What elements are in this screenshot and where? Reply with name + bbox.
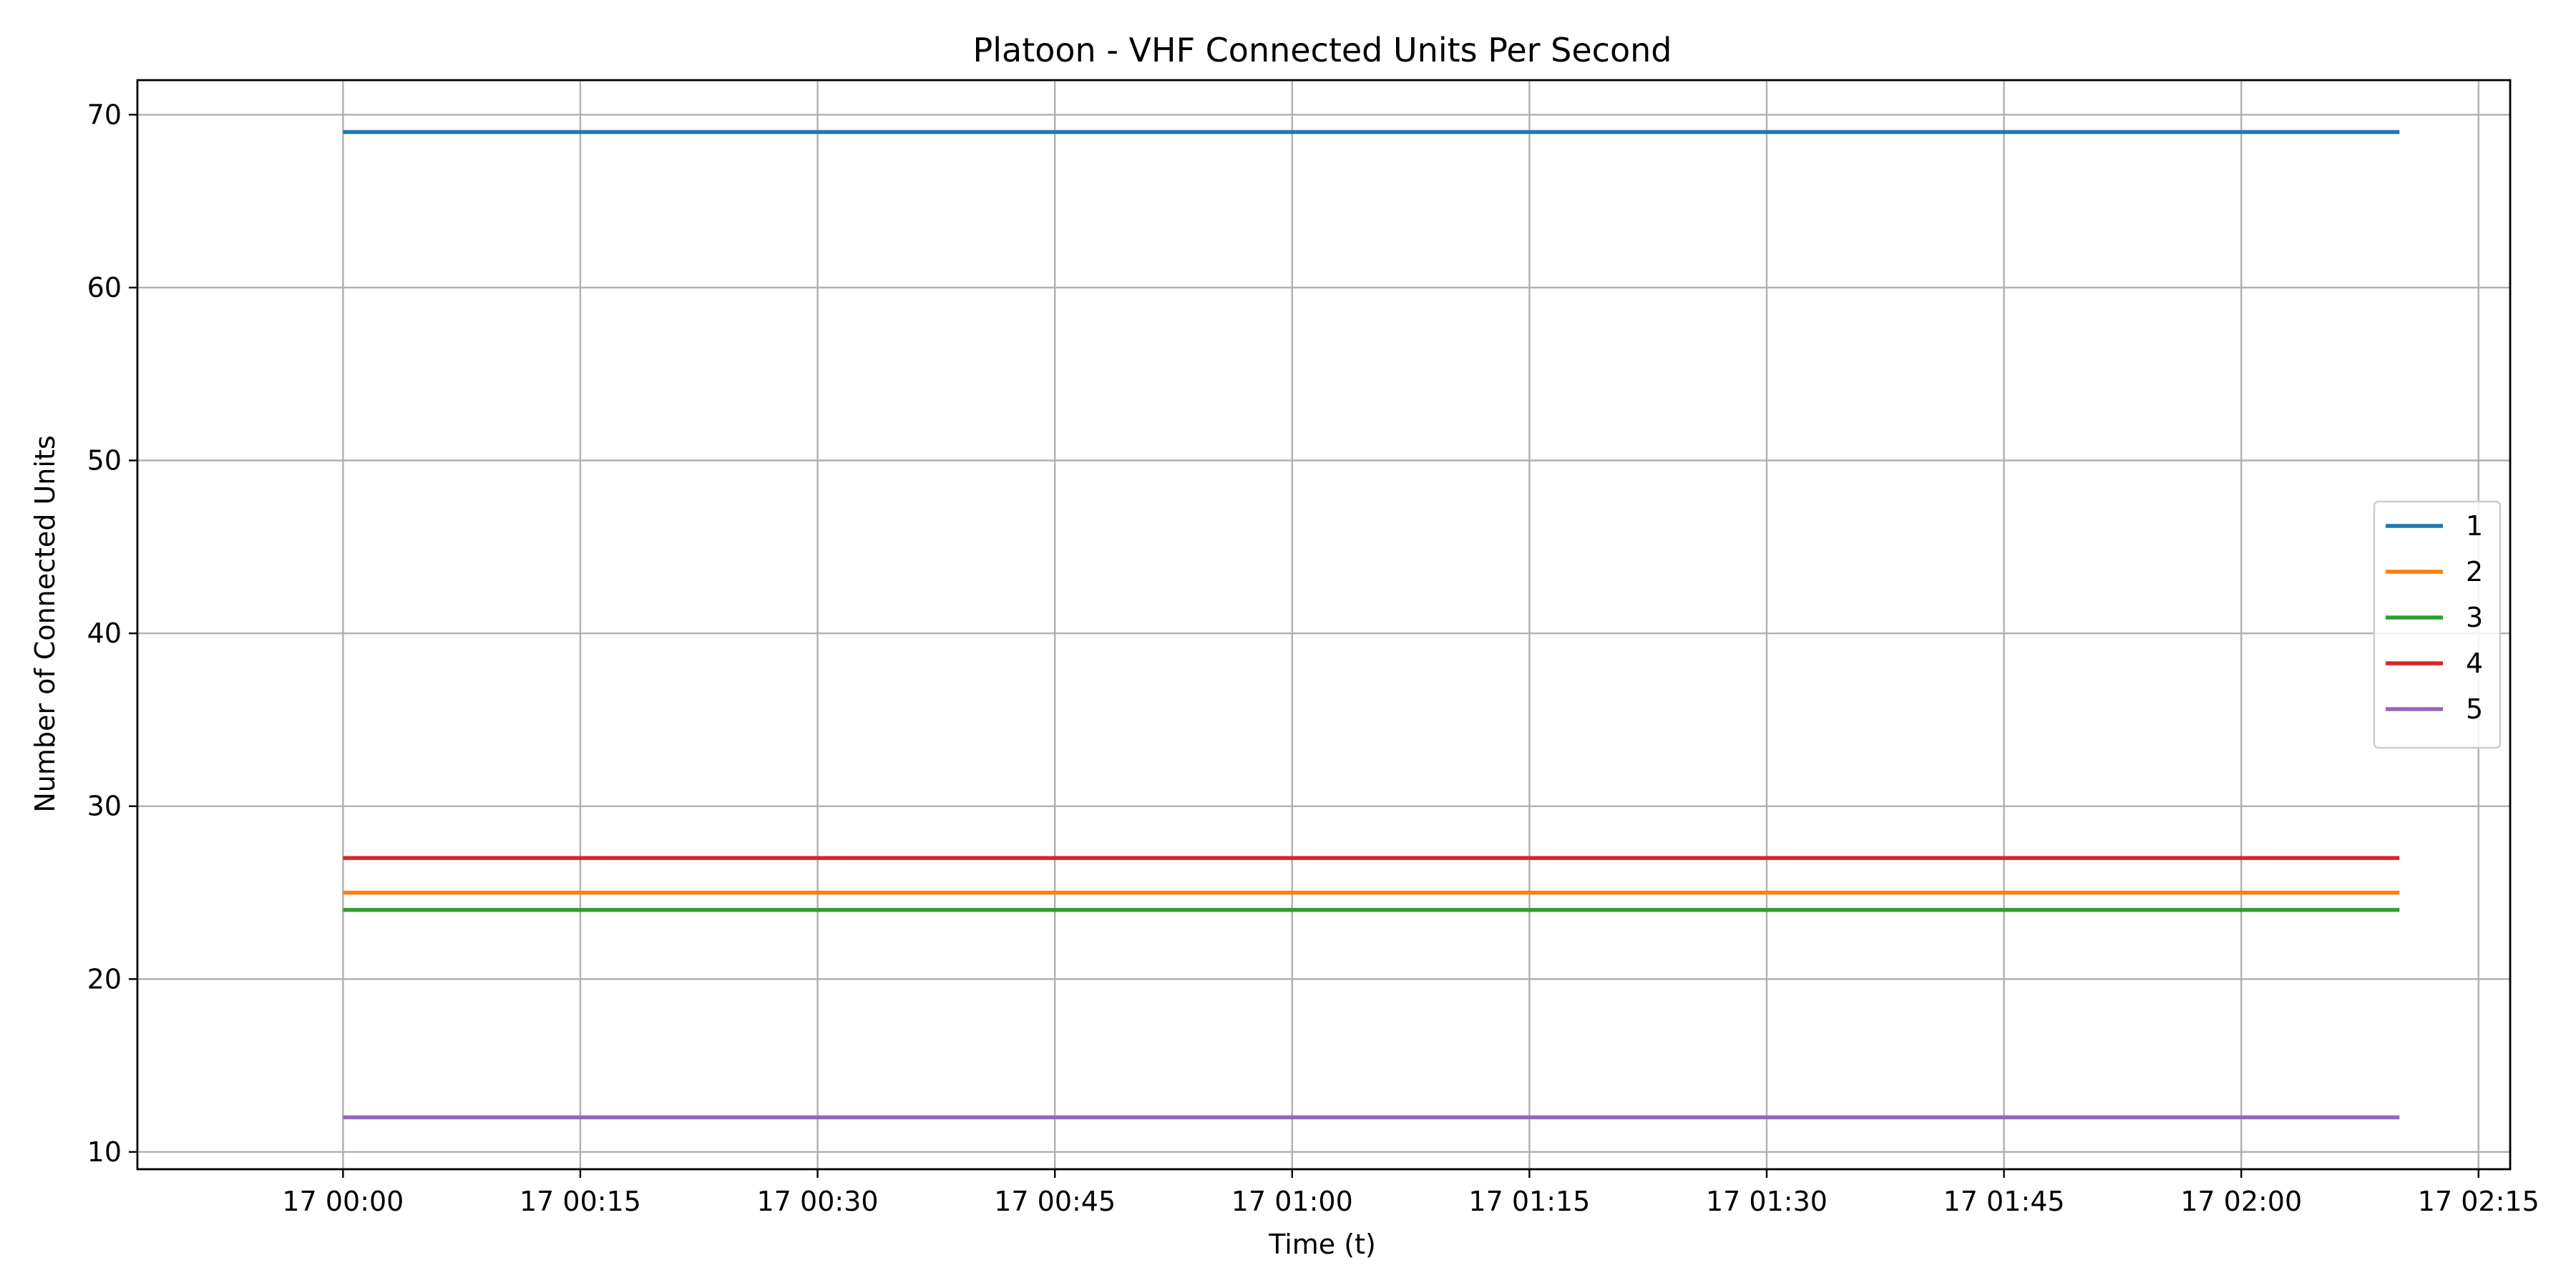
chart-title: Platoon - VHF Connected Units Per Second xyxy=(973,31,1672,69)
x-tick-label: 17 01:15 xyxy=(1468,1186,1590,1217)
x-tick-label: 17 01:00 xyxy=(1231,1186,1353,1217)
y-axis-title: Number of Connected Units xyxy=(29,435,61,812)
plot-area-frame xyxy=(136,79,2512,1171)
y-tick-label: 40 xyxy=(87,618,122,649)
y-axis: 10 20 30 40 50 60 70 xyxy=(87,99,137,1168)
y-tick-label: 50 xyxy=(87,444,122,476)
y-tick-label: 70 xyxy=(87,99,122,130)
legend-label-1: 1 xyxy=(2466,510,2483,542)
x-tick-label: 17 02:15 xyxy=(2418,1186,2540,1217)
legend-label-5: 5 xyxy=(2466,693,2483,725)
x-tick-label: 17 01:30 xyxy=(1706,1186,1828,1217)
legend: 1 2 3 4 5 xyxy=(2373,500,2502,749)
x-tick-label: 17 00:30 xyxy=(757,1186,879,1217)
legend-label-4: 4 xyxy=(2466,648,2483,679)
x-tick-label: 17 00:00 xyxy=(282,1186,404,1217)
y-tick-label: 10 xyxy=(87,1136,122,1168)
series-lines xyxy=(343,130,2400,1120)
legend-label-3: 3 xyxy=(2466,602,2483,633)
x-axis-title: Time (t) xyxy=(1268,1229,1376,1260)
legend-box xyxy=(2373,500,2502,749)
grid-lines xyxy=(137,80,2510,1169)
x-axis: 17 00:00 17 00:15 17 00:30 17 00:45 17 01:00… xyxy=(282,1169,2540,1217)
y-tick-label: 30 xyxy=(87,791,122,822)
y-tick-label: 60 xyxy=(87,272,122,303)
x-tick-label: 17 01:45 xyxy=(1943,1186,2065,1217)
x-tick-label: 17 00:45 xyxy=(994,1186,1116,1217)
legend-label-2: 2 xyxy=(2466,556,2483,587)
x-tick-label: 17 00:15 xyxy=(519,1186,641,1217)
y-tick-label: 20 xyxy=(87,963,122,995)
x-tick-label: 17 02:00 xyxy=(2180,1186,2302,1217)
